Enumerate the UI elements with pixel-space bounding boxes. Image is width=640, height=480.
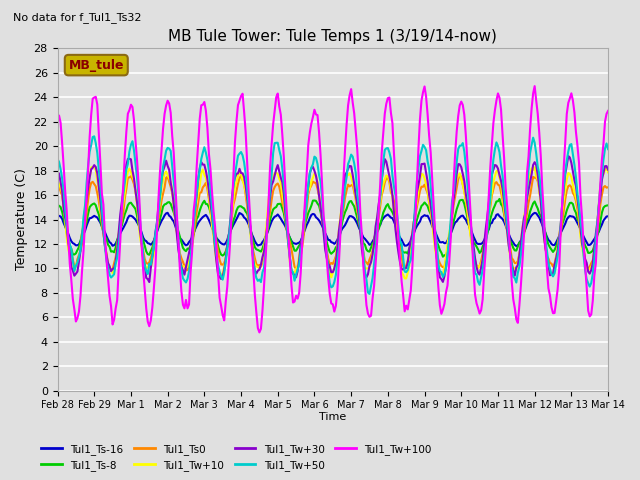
Tul1_Ts0 [182,267,190,273]
Tul1_Ts-8 [398,247,406,253]
Tul1_Tw+30 [387,181,395,187]
Line: Tul1_Tw+100: Tul1_Tw+100 [58,86,608,333]
Line: Tul1_Ts-16: Tul1_Ts-16 [58,213,608,246]
Tul1_Ts-16 [540,226,548,232]
Tul1_Tw+10 [604,169,612,175]
Tul1_Ts0 [540,230,548,236]
Tul1_Ts-8 [54,203,61,208]
Line: Tul1_Tw+10: Tul1_Tw+10 [58,167,608,278]
Y-axis label: Temperature (C): Temperature (C) [15,168,28,270]
Tul1_Ts-8 [385,205,393,211]
Tul1_Ts0 [156,208,164,214]
X-axis label: Time: Time [319,412,346,422]
Tul1_Tw+10 [387,185,395,191]
Tul1_Tw+10 [89,164,97,170]
Line: Tul1_Ts-8: Tul1_Ts-8 [58,199,608,257]
Line: Tul1_Ts0: Tul1_Ts0 [58,175,608,270]
Tul1_Tw+30 [369,252,376,257]
Tul1_Ts-16 [156,221,164,227]
Tul1_Ts-8 [540,223,548,229]
Tul1_Tw+100 [604,108,612,114]
Tul1_Ts0 [387,189,395,195]
Tul1_Ts-16 [387,215,395,220]
Tul1_Ts-16 [69,240,77,246]
Tul1_Tw+10 [69,267,77,273]
Tul1_Tw+30 [157,176,165,182]
Tul1_Tw+100 [399,292,407,298]
Tul1_Ts-16 [369,239,376,244]
Line: Tul1_Tw+50: Tul1_Tw+50 [58,136,608,294]
Tul1_Tw+30 [145,279,153,285]
Tul1_Tw+50 [157,180,165,185]
Legend: Tul1_Ts-16, Tul1_Ts-8, Tul1_Ts0, Tul1_Tw+10, Tul1_Tw+30, Tul1_Tw+50, Tul1_Tw+100: Tul1_Ts-16, Tul1_Ts-8, Tul1_Ts0, Tul1_Tw… [37,439,436,475]
Tul1_Tw+50 [371,261,378,266]
Title: MB Tule Tower: Tule Temps 1 (3/19/14-now): MB Tule Tower: Tule Temps 1 (3/19/14-now… [168,29,497,44]
Text: No data for f_Tul1_Ts32: No data for f_Tul1_Ts32 [13,12,141,23]
Tul1_Tw+50 [604,146,612,152]
Tul1_Tw+50 [388,173,396,179]
Tul1_Ts-8 [69,252,77,257]
Tul1_Ts0 [399,263,407,269]
Tul1_Tw+50 [90,133,98,139]
Tul1_Tw+30 [538,220,546,226]
Tul1_Tw+10 [540,231,548,237]
Tul1_Tw+100 [531,83,538,89]
Tul1_Ts0 [69,256,77,262]
Tul1_Ts-8 [495,196,503,202]
Tul1_Ts-8 [439,254,447,260]
Tul1_Tw+50 [540,223,548,228]
Tul1_Tw+100 [540,211,548,217]
Tul1_Ts0 [369,248,376,254]
Tul1_Tw+50 [401,269,408,275]
Tul1_Ts-16 [604,214,612,219]
Tul1_Tw+10 [399,272,407,277]
Tul1_Tw+10 [403,276,410,281]
Tul1_Tw+30 [54,168,61,174]
Tul1_Ts0 [604,184,612,190]
Tul1_Tw+30 [69,267,77,273]
Tul1_Tw+10 [369,250,376,255]
Tul1_Tw+10 [54,177,61,183]
Tul1_Tw+50 [365,291,373,297]
Tul1_Tw+100 [369,296,376,301]
Tul1_Tw+100 [69,296,77,302]
Tul1_Tw+100 [156,169,164,175]
Tul1_Ts-16 [513,243,520,249]
Tul1_Ts-16 [399,240,407,246]
Text: MB_tule: MB_tule [68,59,124,72]
Tul1_Tw+50 [54,156,61,162]
Tul1_Tw+100 [387,110,395,116]
Tul1_Tw+30 [604,167,612,172]
Tul1_Ts0 [456,172,463,178]
Tul1_Tw+10 [157,186,165,192]
Tul1_Tw+30 [564,153,572,159]
Tul1_Ts-16 [54,213,61,219]
Tul1_Tw+50 [69,258,77,264]
Tul1_Ts0 [54,183,61,189]
Tul1_Ts-8 [156,216,164,222]
Tul1_Ts-8 [367,245,375,251]
Tul1_Ts-8 [604,203,612,208]
Tul1_Tw+30 [399,267,407,273]
Tul1_Tw+100 [255,330,263,336]
Tul1_Ts-16 [164,210,172,216]
Tul1_Tw+100 [54,112,61,118]
Line: Tul1_Tw+30: Tul1_Tw+30 [58,156,608,282]
